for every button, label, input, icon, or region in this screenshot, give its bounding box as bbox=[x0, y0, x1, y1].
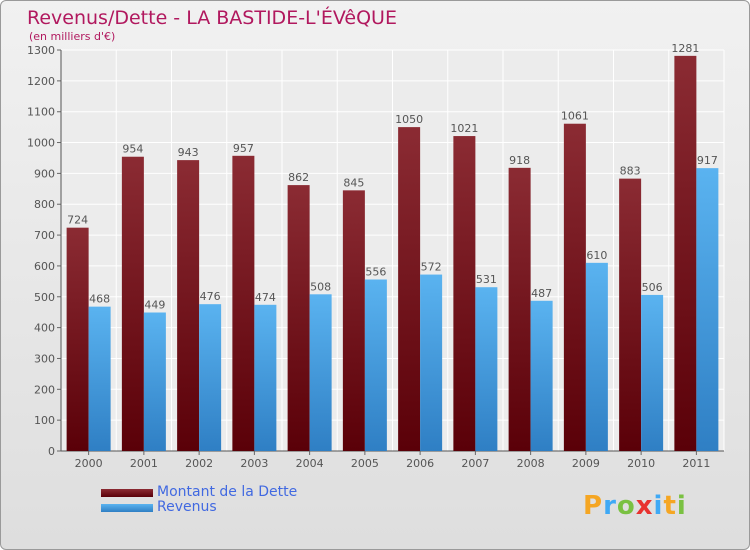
data-label-revenus: 572 bbox=[421, 261, 442, 274]
x-tick-label: 2002 bbox=[185, 457, 213, 470]
y-tick-label: 900 bbox=[34, 167, 55, 180]
bar-dette bbox=[342, 190, 365, 451]
data-label-revenus: 476 bbox=[200, 290, 221, 303]
bar-dette bbox=[619, 178, 642, 451]
data-label-revenus: 531 bbox=[476, 273, 497, 286]
bars-layer bbox=[66, 55, 719, 452]
bar-revenus bbox=[88, 306, 111, 451]
y-tick-label: 1300 bbox=[27, 44, 55, 57]
legend-swatch-revenus bbox=[101, 504, 153, 512]
y-tick-label: 600 bbox=[34, 260, 55, 273]
logo-letter: i bbox=[653, 491, 664, 521]
x-tick-label: 2001 bbox=[130, 457, 158, 470]
legend-label-dette: Montant de la Dette bbox=[157, 484, 298, 500]
legend-swatch-dette bbox=[101, 489, 153, 497]
data-label-dette: 883 bbox=[620, 165, 641, 178]
y-tick-label: 700 bbox=[34, 229, 55, 242]
data-label-dette: 957 bbox=[233, 142, 254, 155]
bar-dette bbox=[674, 55, 697, 451]
bar-dette bbox=[66, 227, 89, 451]
y-tick-label: 1200 bbox=[27, 75, 55, 88]
bar-dette bbox=[508, 167, 531, 451]
data-label-dette: 724 bbox=[67, 214, 88, 227]
bar-dette bbox=[453, 136, 476, 451]
logo-letter: i bbox=[676, 491, 687, 521]
grid-layer bbox=[57, 49, 725, 455]
labels-layer: 0 100 200 300 400 500 600 700 800 900 1000 1100 1200… bbox=[27, 42, 718, 470]
data-label-revenus: 506 bbox=[642, 281, 663, 294]
bar-revenus bbox=[585, 262, 608, 451]
data-label-dette: 1061 bbox=[561, 110, 589, 123]
y-tick-label: 300 bbox=[34, 352, 55, 365]
data-label-dette: 1021 bbox=[450, 122, 478, 135]
y-tick-label: 800 bbox=[34, 198, 55, 211]
data-label-dette: 862 bbox=[288, 171, 309, 184]
bar-dette bbox=[563, 123, 586, 452]
x-tick-label: 2011 bbox=[682, 457, 710, 470]
y-tick-label: 400 bbox=[34, 322, 55, 335]
bar-revenus bbox=[364, 279, 387, 451]
logo-letter: x bbox=[635, 491, 654, 521]
data-label-revenus: 610 bbox=[586, 249, 607, 262]
bar-dette bbox=[121, 156, 144, 451]
data-label-dette: 1050 bbox=[395, 113, 423, 126]
x-tick-label: 2000 bbox=[75, 457, 103, 470]
proxiti-logo: Proxiti bbox=[583, 491, 687, 521]
bar-revenus bbox=[420, 274, 443, 451]
bar-revenus bbox=[475, 287, 498, 451]
x-tick-label: 2003 bbox=[240, 457, 268, 470]
y-tick-label: 1100 bbox=[27, 106, 55, 119]
y-tick-label: 500 bbox=[34, 291, 55, 304]
bar-dette bbox=[232, 155, 255, 451]
data-label-dette: 954 bbox=[122, 143, 143, 156]
data-label-revenus: 508 bbox=[310, 280, 331, 293]
bar-dette bbox=[398, 127, 421, 451]
x-tick-label: 2007 bbox=[461, 457, 489, 470]
x-tick-label: 2006 bbox=[406, 457, 434, 470]
data-label-dette: 845 bbox=[343, 176, 364, 189]
y-tick-label: 100 bbox=[34, 414, 55, 427]
data-label-revenus: 474 bbox=[255, 291, 276, 304]
data-label-dette: 1281 bbox=[671, 42, 699, 55]
data-label-revenus: 468 bbox=[89, 293, 110, 306]
logo-letter: t bbox=[663, 491, 677, 521]
x-tick-label: 2008 bbox=[517, 457, 545, 470]
bar-revenus bbox=[143, 312, 166, 451]
logo-letter: r bbox=[603, 491, 617, 521]
data-label-dette: 943 bbox=[178, 146, 199, 159]
bar-revenus bbox=[696, 168, 719, 452]
y-tick-label: 200 bbox=[34, 383, 55, 396]
bar-revenus bbox=[199, 304, 222, 451]
logo-letter: o bbox=[616, 491, 636, 521]
bar-revenus bbox=[254, 304, 277, 451]
bar-revenus bbox=[641, 294, 664, 451]
y-tick-label: 0 bbox=[48, 445, 55, 458]
bar-revenus bbox=[309, 294, 332, 451]
data-label-revenus: 556 bbox=[365, 265, 386, 278]
y-tick-label: 1000 bbox=[27, 137, 55, 150]
x-tick-label: 2009 bbox=[572, 457, 600, 470]
data-label-revenus: 487 bbox=[531, 287, 552, 300]
x-tick-label: 2010 bbox=[627, 457, 655, 470]
bar-dette bbox=[177, 160, 200, 451]
x-tick-label: 2005 bbox=[351, 457, 379, 470]
bar-revenus bbox=[530, 300, 553, 451]
data-label-revenus: 449 bbox=[144, 299, 165, 312]
x-tick-label: 2004 bbox=[296, 457, 324, 470]
legend-label-revenus: Revenus bbox=[157, 499, 217, 515]
data-label-revenus: 917 bbox=[697, 154, 718, 167]
chart-title: Revenus/Dette - LA BASTIDE-L'ÉVêQUE bbox=[27, 7, 397, 29]
data-label-dette: 918 bbox=[509, 154, 530, 167]
chart-subtitle: (en milliers d'€) bbox=[29, 30, 116, 43]
logo-letter: P bbox=[583, 491, 604, 521]
bar-dette bbox=[287, 185, 310, 452]
